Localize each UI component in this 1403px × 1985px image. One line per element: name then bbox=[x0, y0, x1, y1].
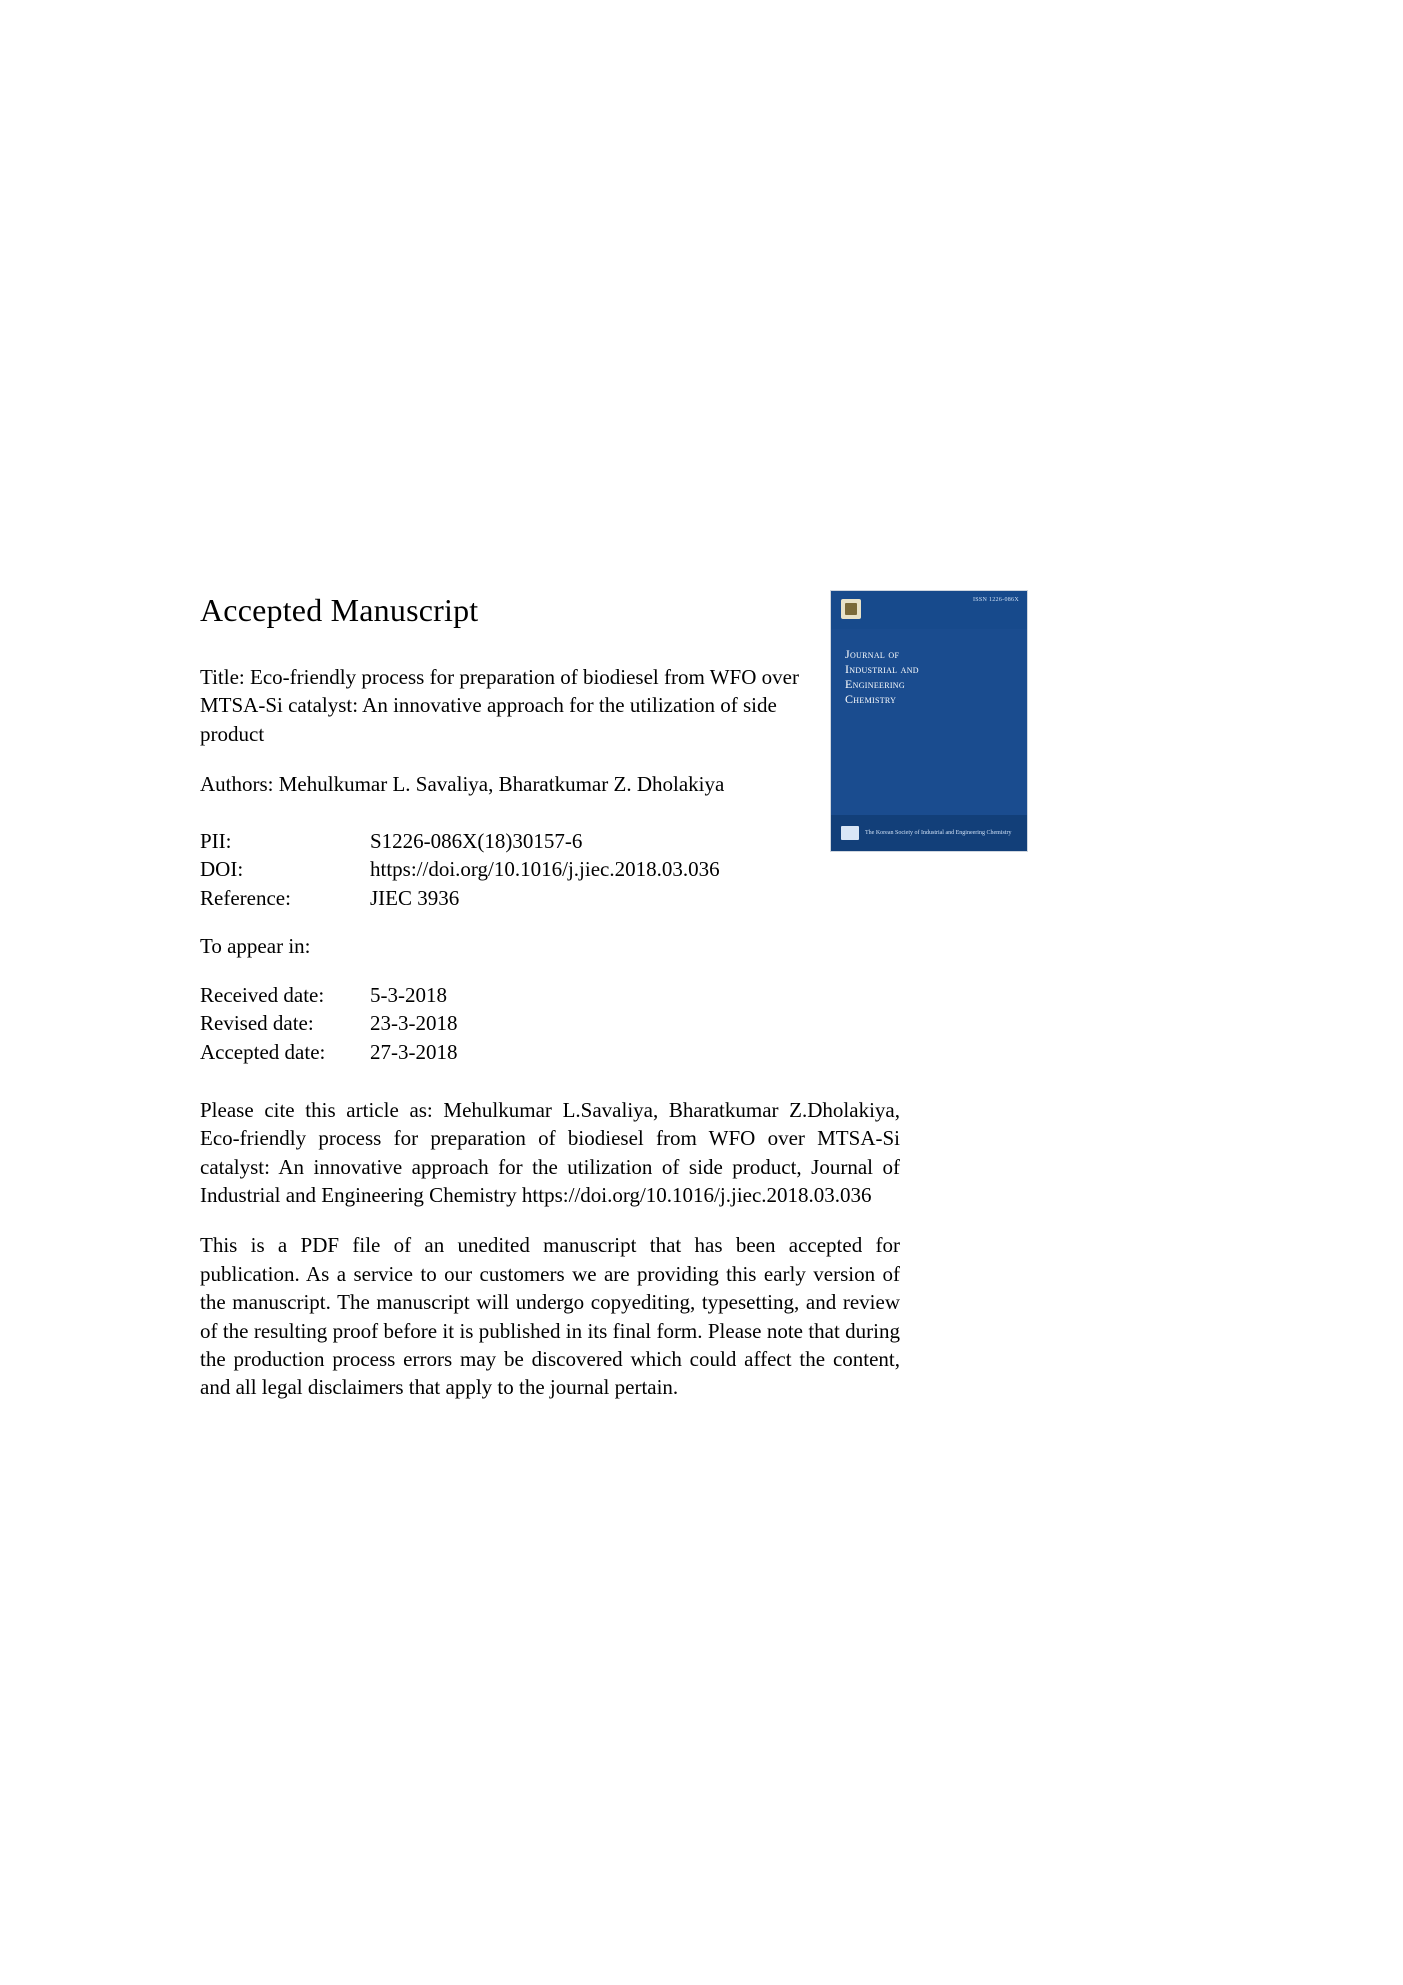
disclaimer-paragraph: This is a PDF file of an unedited manusc… bbox=[200, 1231, 900, 1401]
to-appear-in: To appear in: bbox=[200, 934, 900, 959]
cover-title-line-2: Industrial and bbox=[845, 662, 1005, 677]
dates-table: Received date: 5-3-2018 Revised date: 23… bbox=[200, 981, 900, 1066]
cover-top-bar: ISSN 1226-086X bbox=[831, 591, 1027, 629]
manuscript-content: Accepted Manuscript Title: Eco-friendly … bbox=[200, 592, 900, 1424]
page-heading: Accepted Manuscript bbox=[200, 592, 900, 629]
date-row-revised: Revised date: 23-3-2018 bbox=[200, 1009, 900, 1037]
doi-value[interactable]: https://doi.org/10.1016/j.jiec.2018.03.0… bbox=[370, 855, 720, 883]
cover-issn: ISSN 1226-086X bbox=[973, 597, 1019, 603]
accepted-label: Accepted date: bbox=[200, 1038, 370, 1066]
received-label: Received date: bbox=[200, 981, 370, 1009]
meta-row-doi: DOI: https://doi.org/10.1016/j.jiec.2018… bbox=[200, 855, 900, 883]
reference-label: Reference: bbox=[200, 884, 370, 912]
cover-title-line-3: Engineering bbox=[845, 677, 1005, 692]
society-text: The Korean Society of Industrial and Eng… bbox=[865, 830, 1011, 837]
authors-line: Authors: Mehulkumar L. Savaliya, Bharatk… bbox=[200, 772, 900, 797]
reference-value: JIEC 3936 bbox=[370, 884, 459, 912]
metadata-table: PII: S1226-086X(18)30157-6 DOI: https://… bbox=[200, 827, 900, 912]
received-value: 5-3-2018 bbox=[370, 981, 447, 1009]
elsevier-logo-icon bbox=[841, 599, 861, 619]
title-block: Title: Eco-friendly process for preparat… bbox=[200, 663, 810, 748]
cover-title-line-4: Chemistry bbox=[845, 692, 1005, 707]
citation-paragraph: Please cite this article as: Mehulkumar … bbox=[200, 1096, 900, 1209]
doi-label: DOI: bbox=[200, 855, 370, 883]
accepted-value: 27-3-2018 bbox=[370, 1038, 458, 1066]
pii-value: S1226-086X(18)30157-6 bbox=[370, 827, 582, 855]
society-logo-icon bbox=[841, 826, 859, 840]
page: Accepted Manuscript Title: Eco-friendly … bbox=[0, 0, 1403, 1985]
date-row-accepted: Accepted date: 27-3-2018 bbox=[200, 1038, 900, 1066]
revised-label: Revised date: bbox=[200, 1009, 370, 1037]
date-row-received: Received date: 5-3-2018 bbox=[200, 981, 900, 1009]
cover-title: Journal of Industrial and Engineering Ch… bbox=[845, 647, 1005, 707]
meta-row-pii: PII: S1226-086X(18)30157-6 bbox=[200, 827, 900, 855]
cover-bottom-bar: The Korean Society of Industrial and Eng… bbox=[831, 815, 1027, 851]
cover-title-line-1: Journal of bbox=[845, 647, 1005, 662]
revised-value: 23-3-2018 bbox=[370, 1009, 458, 1037]
pii-label: PII: bbox=[200, 827, 370, 855]
journal-cover-thumbnail: ISSN 1226-086X Journal of Industrial and… bbox=[830, 590, 1028, 852]
meta-row-reference: Reference: JIEC 3936 bbox=[200, 884, 900, 912]
